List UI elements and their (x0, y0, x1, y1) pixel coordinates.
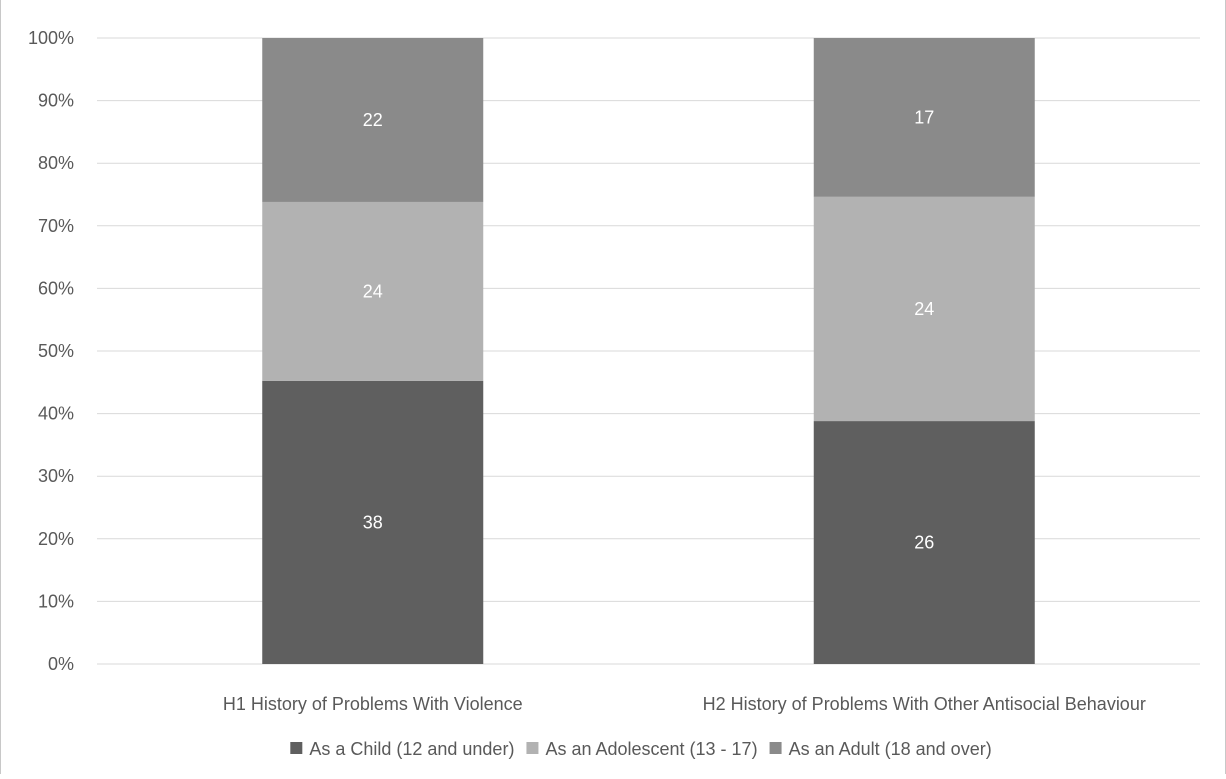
y-tick-label: 20% (38, 529, 74, 549)
bar-segment (262, 380, 484, 664)
data-labels: 38 24 22 26 24 17 (363, 107, 935, 552)
data-label: 38 (363, 512, 383, 532)
legend-label: As an Adult (18 and over) (789, 739, 992, 759)
bar-segment (262, 38, 484, 202)
y-tick-label: 30% (38, 466, 74, 486)
y-tick-label: 80% (38, 153, 74, 173)
bars (262, 38, 1035, 664)
y-axis-ticks: 0% 10% 20% 30% 40% 50% 60% 70% 80% 90% 100% (28, 28, 74, 674)
legend-swatch (526, 742, 539, 754)
y-tick-label: 10% (38, 591, 74, 611)
data-label: 24 (914, 299, 934, 319)
x-axis-labels: H1 History of Problems With Violence H2 H… (223, 694, 1146, 714)
data-label: 17 (914, 107, 934, 127)
data-label: 22 (363, 110, 383, 130)
x-category-label: H2 History of Problems With Other Antiso… (703, 694, 1146, 714)
legend: As a Child (12 and under) As an Adolescen… (290, 739, 992, 759)
legend-item: As a Child (12 and under) (290, 739, 514, 759)
x-category-label: H1 History of Problems With Violence (223, 694, 523, 714)
bar-segment (813, 421, 1035, 664)
bar-segment (262, 201, 484, 381)
y-tick-label: 50% (38, 341, 74, 361)
legend-swatch (290, 742, 303, 754)
data-label: 24 (363, 281, 383, 301)
y-tick-label: 40% (38, 404, 74, 424)
bar-segment (813, 196, 1035, 422)
bar-segment (813, 38, 1035, 197)
y-tick-label: 0% (48, 654, 74, 674)
legend-label: As an Adolescent (13 - 17) (545, 739, 757, 759)
y-tick-label: 60% (38, 278, 74, 298)
legend-label: As a Child (12 and under) (309, 739, 514, 759)
y-tick-label: 90% (38, 91, 74, 111)
data-label: 26 (914, 533, 934, 553)
legend-item: As an Adult (18 and over) (769, 739, 992, 759)
legend-swatch (769, 742, 782, 754)
legend-item: As an Adolescent (13 - 17) (526, 739, 758, 759)
y-tick-label: 100% (28, 28, 74, 48)
y-tick-label: 70% (38, 216, 74, 236)
